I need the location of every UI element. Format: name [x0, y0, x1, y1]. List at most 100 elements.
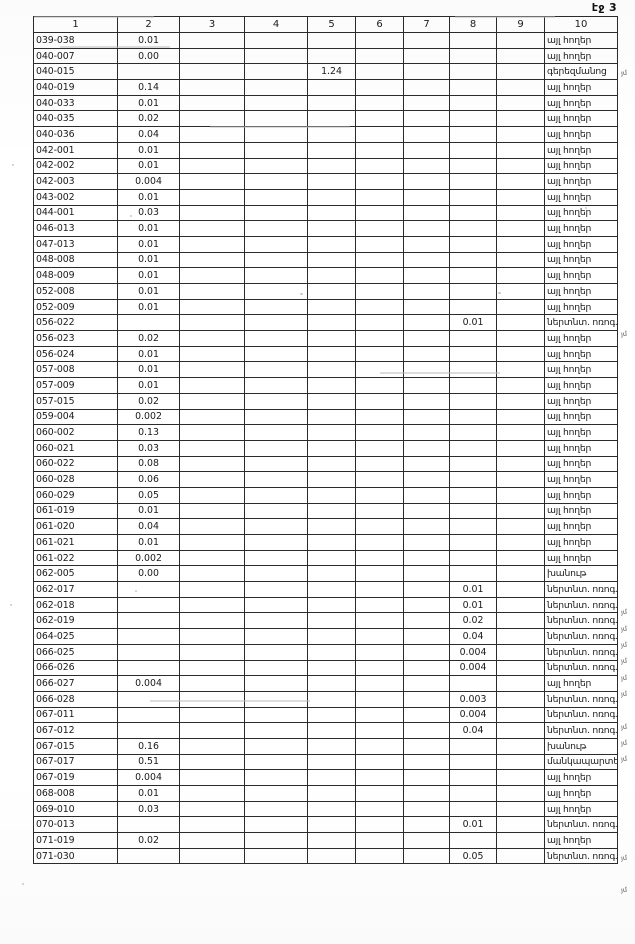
- cell-col-9: [496, 173, 545, 190]
- cell-col-6: [355, 690, 404, 708]
- cell-col-9: [496, 298, 545, 316]
- cell-col-8: [449, 439, 497, 457]
- table-body: 039-038 0.01 այլ հողեր 040-007 0.00 այլ հողեր…: [33, 32, 618, 865]
- cell-col-7: [403, 392, 450, 410]
- cell-col-4: [244, 408, 308, 426]
- cell-col-8: [449, 235, 497, 253]
- cell-col-7: [403, 330, 450, 347]
- cell-col-2: [117, 628, 180, 645]
- cell-col-6: [355, 706, 404, 724]
- cell-col-7: [403, 298, 450, 316]
- cell-col-2: [117, 816, 180, 834]
- cell-col-5: [307, 157, 356, 175]
- cell-col-9: [496, 235, 545, 253]
- cell-col-4: [244, 173, 308, 190]
- cell-col-9: [496, 753, 545, 771]
- cell-col-8: [449, 549, 497, 567]
- cell-col-5: [307, 345, 356, 363]
- cell-col-7: [403, 816, 450, 834]
- table-row: 068-008 0.01 այլ հողեր: [33, 785, 618, 802]
- cell-col-7: [403, 502, 450, 520]
- cell-col-7: [403, 126, 450, 143]
- cell-parcel-id: 069-010: [33, 800, 118, 818]
- cell-description: այլ հողեր: [544, 455, 618, 473]
- cell-col-4: [244, 832, 308, 849]
- cell-col-6: [355, 188, 404, 206]
- cell-parcel-id: 043-002: [33, 188, 118, 206]
- registry-table: 1 2 3 4 5 6 7 8 9 10 039-038 0.01 այլ հողե…: [33, 16, 618, 865]
- column-header-1: 1: [33, 16, 118, 33]
- cell-description: գերեզմանոց: [544, 63, 618, 81]
- cell-col-9: [496, 408, 545, 426]
- cell-description: այլ հողեր: [544, 79, 618, 96]
- cell-col-6: [355, 471, 404, 488]
- cell-parcel-id: 061-021: [33, 534, 118, 551]
- cell-col-6: [355, 628, 404, 645]
- cell-parcel-id: 046-013: [33, 220, 118, 237]
- table-row: 056-022 0.01 ներտնտ. ոռոգ. ցանց: [33, 314, 618, 332]
- cell-col-8: [449, 785, 497, 802]
- cell-col-4: [244, 314, 308, 332]
- cell-parcel-id: 067-017: [33, 753, 118, 771]
- table-row: 060-021 0.03 այլ հողեր: [33, 439, 618, 457]
- cell-col-4: [244, 471, 308, 488]
- cell-col-5: [307, 188, 356, 206]
- cell-description: այլ հողեր: [544, 392, 618, 410]
- cell-description: ներտնտ. ոռոգ. ցանց: [544, 706, 618, 724]
- cell-col-9: [496, 188, 545, 206]
- table-row: 039-038 0.01 այլ հողեր: [33, 32, 618, 49]
- cell-col-5: [307, 439, 356, 457]
- cell-col-3: [179, 298, 245, 316]
- cell-col-6: [355, 220, 404, 237]
- cell-col-3: [179, 581, 245, 598]
- cell-col-9: [496, 424, 545, 441]
- cell-col-5: [307, 251, 356, 269]
- scan-speck: [130, 215, 132, 217]
- cell-col-7: [403, 283, 450, 300]
- cell-col-5: [307, 753, 356, 771]
- cell-description: խանութ: [544, 737, 618, 755]
- cell-col-2: 0.04: [117, 518, 180, 535]
- cell-col-5: [307, 377, 356, 394]
- margin-mark: յմ: [620, 722, 628, 731]
- cell-parcel-id: 060-022: [33, 455, 118, 473]
- cell-col-3: [179, 235, 245, 253]
- cell-col-8: [449, 267, 497, 284]
- cell-parcel-id: 071-030: [33, 847, 118, 865]
- cell-col-8: [449, 502, 497, 520]
- cell-col-4: [244, 330, 308, 347]
- scan-speck: [22, 883, 24, 885]
- cell-col-8: [449, 424, 497, 441]
- scan-speck: [498, 292, 501, 294]
- table-row: 061-020 0.04 այլ հողեր: [33, 518, 618, 535]
- cell-description: այլ հողեր: [544, 345, 618, 363]
- cell-parcel-id: 066-026: [33, 659, 118, 677]
- cell-col-2: 0.02: [117, 832, 180, 849]
- cell-col-2: [117, 643, 180, 661]
- cell-col-8: [449, 110, 497, 128]
- cell-col-8: 0.004: [449, 706, 497, 724]
- cell-col-5: [307, 612, 356, 630]
- cell-col-8: [449, 204, 497, 222]
- cell-col-4: [244, 643, 308, 661]
- cell-parcel-id: 040-019: [33, 79, 118, 96]
- cell-col-2: 0.004: [117, 675, 180, 692]
- cell-col-7: [403, 643, 450, 661]
- cell-col-6: [355, 235, 404, 253]
- cell-col-8: 0.01: [449, 314, 497, 332]
- cell-col-7: [403, 439, 450, 457]
- cell-col-8: [449, 832, 497, 849]
- cell-col-9: [496, 486, 545, 504]
- cell-col-2: 0.01: [117, 267, 180, 284]
- cell-col-3: [179, 110, 245, 128]
- margin-mark: յմ: [620, 755, 628, 764]
- cell-parcel-id: 052-008: [33, 283, 118, 300]
- cell-col-9: [496, 110, 545, 128]
- cell-col-8: [449, 220, 497, 237]
- cell-col-6: [355, 267, 404, 284]
- cell-description: այլ հողեր: [544, 267, 618, 284]
- cell-parcel-id: 057-009: [33, 377, 118, 394]
- cell-col-2: [117, 659, 180, 677]
- cell-col-4: [244, 141, 308, 159]
- cell-col-2: 0.01: [117, 785, 180, 802]
